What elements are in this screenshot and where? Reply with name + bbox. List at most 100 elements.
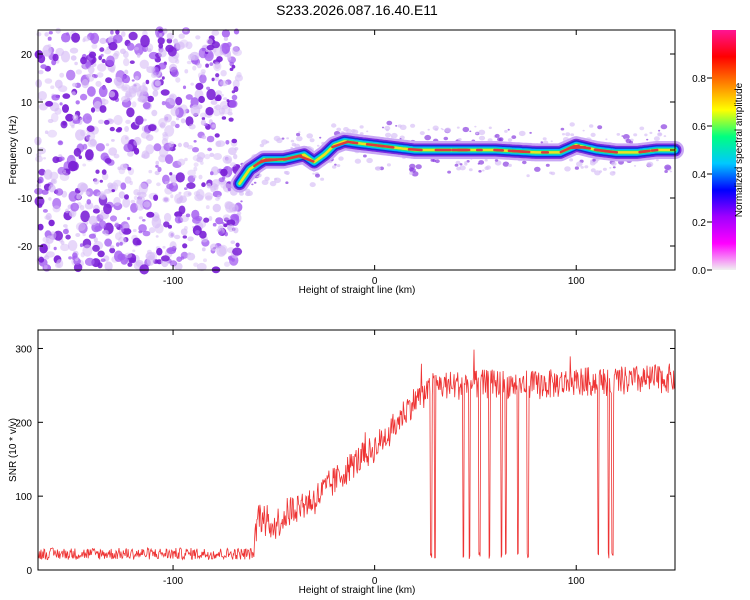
noise-blob [35,79,42,88]
noise-blob [213,105,217,110]
scatter-blob [432,125,439,131]
scatter-blob [320,177,325,181]
noise-blob [114,223,120,228]
noise-blob [201,71,206,76]
scatter-blob [245,188,251,193]
scatter-blob [580,166,584,169]
noise-blob [110,66,115,73]
scatter-blob [386,120,393,126]
noise-blob [233,28,240,35]
noise-blob [127,262,133,267]
noise-blob [161,76,165,80]
noise-blob [215,73,220,78]
noise-blob [82,143,88,150]
scatter-blob [507,138,513,142]
noise-blob [123,50,129,59]
scatter-blob [582,129,585,132]
scatter-blob [332,165,337,169]
noise-blob [209,152,215,157]
noise-blob [119,163,128,171]
noise-blob [195,230,200,235]
noise-blob [192,175,197,179]
scatter-blob [298,131,301,134]
noise-blob [218,107,226,115]
noise-blob [215,197,220,202]
noise-blob [233,153,238,160]
noise-blob [174,211,183,218]
noise-blob [111,139,115,142]
noise-blob [141,154,146,159]
noise-blob [98,119,104,125]
scatter-blob [346,128,352,134]
noise-blob [142,219,146,222]
scatter-blob [584,165,589,169]
noise-blob [108,91,116,98]
noise-blob [205,63,210,68]
noise-blob [143,118,147,122]
scatter-blob [574,166,580,170]
noise-blob [38,70,44,75]
noise-blob [168,141,175,148]
noise-blob [204,153,211,160]
colorbar-gradient [712,30,736,270]
colorbar-tick-label: 0.6 [692,122,706,133]
noise-blob [104,158,112,164]
scatter-blob [415,164,422,170]
scatter-blob [468,168,473,172]
noise-blob [146,249,152,255]
scatter-blob [540,141,544,144]
y-tick-label: 0 [26,566,32,577]
noise-blob [85,149,94,161]
noise-blob [80,93,88,101]
noise-blob [230,213,240,221]
signal-hot-segment [297,154,315,163]
noise-blob [185,213,191,218]
scatter-blob [251,183,254,186]
scatter-blob [338,156,344,161]
noise-blob [223,36,229,41]
noise-blob [203,217,210,223]
scatter-blob [253,181,257,184]
colorbar-tick-label: 0.0 [692,266,706,277]
noise-blob [173,38,178,45]
scatter-blob [411,171,419,177]
noise-blob [34,196,45,207]
noise-blob [93,178,100,185]
noise-blob [188,123,196,130]
noise-blob [166,32,174,40]
noise-blob [183,141,190,148]
noise-blob [43,157,46,160]
scatter-blob [363,154,367,158]
noise-blob [184,69,189,74]
noise-blob [117,127,123,132]
noise-blob [236,71,242,78]
signal-hot-segment [253,160,263,168]
noise-blob [162,28,168,34]
noise-blob [67,240,78,251]
noise-blob [175,58,180,64]
noise-blob [122,74,131,84]
scatter-blob [336,164,341,168]
scatter-blob [290,139,295,143]
noise-blob [70,202,79,212]
noise-blob [226,219,236,226]
scatter-blob [560,127,565,131]
noise-blob [72,114,79,121]
snr-x-axis: -100 0 100 [163,330,585,587]
noise-blob [65,113,74,122]
noise-blob [217,194,221,200]
noise-blob [175,96,183,106]
noise-blob [71,124,75,129]
noise-blob [211,77,215,82]
scatter-blob [664,170,668,173]
noise-blob [209,62,214,66]
scatter-blob [444,127,452,133]
noise-blob [212,48,217,53]
noise-blob [122,86,128,91]
signal-hot-segment [377,144,395,149]
noise-blob [132,249,136,253]
noise-blob [155,235,159,238]
noise-blob [222,155,233,164]
noise-blob [62,93,71,99]
